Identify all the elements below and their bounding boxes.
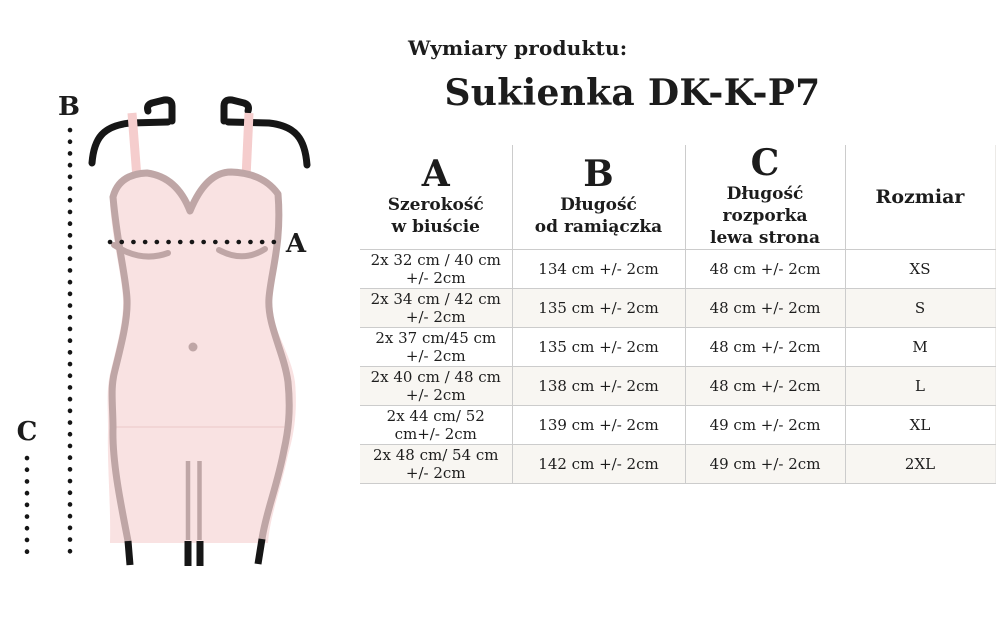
dress-straps <box>127 112 254 179</box>
cell-size: S <box>845 288 996 329</box>
cell-slit-length: 48 cm +/- 2cm <box>685 327 846 368</box>
cell-size: M <box>845 327 996 368</box>
hem-marks <box>124 538 266 566</box>
column-header-size: Rozmiar <box>845 145 996 251</box>
table-row: 2x 37 cm/45 cm +/- 2cm 135 cm +/- 2cm 48… <box>360 327 996 368</box>
right-cup-seam <box>216 246 268 260</box>
cell-slit-length: 48 cm +/- 2cm <box>685 288 846 329</box>
cell-size: XS <box>845 249 996 290</box>
dress-measurement-diagram: B C A <box>17 92 311 566</box>
cell-length: 134 cm +/- 2cm <box>512 249 686 290</box>
column-header-a: A Szerokość w biuście <box>360 145 513 251</box>
cell-length: 139 cm +/- 2cm <box>512 405 686 446</box>
cell-length: 135 cm +/- 2cm <box>512 288 686 329</box>
hanger-icon <box>88 96 311 169</box>
cell-bust-width: 2x 44 cm/ 52 cm+/- 2cm <box>360 405 513 446</box>
navel-dot <box>188 342 198 352</box>
cell-bust-width: 2x 32 cm / 40 cm +/- 2cm <box>360 249 513 290</box>
cell-slit-length: 48 cm +/- 2cm <box>685 249 846 290</box>
column-sublabel-a: Szerokość w biuście <box>387 194 484 237</box>
dress-outline <box>108 168 293 545</box>
measure-label-a: A <box>285 229 307 259</box>
column-letter-a: A <box>421 153 450 196</box>
cell-length: 142 cm +/- 2cm <box>512 444 686 485</box>
measure-label-c: C <box>17 417 38 447</box>
column-letter-c: C <box>750 145 780 184</box>
dress-slit-lines <box>185 461 202 540</box>
size-table: A Szerokość w biuście B Długość od ramią… <box>360 145 996 485</box>
cell-slit-length: 48 cm +/- 2cm <box>685 366 846 407</box>
table-row: 2x 34 cm / 42 cm +/- 2cm 135 cm +/- 2cm … <box>360 288 996 329</box>
left-cup-seam <box>111 242 171 260</box>
table-row: 2x 32 cm / 40 cm +/- 2cm 134 cm +/- 2cm … <box>360 249 996 290</box>
column-sublabel-c: Długość rozporka lewa strona <box>710 183 820 248</box>
cell-length: 135 cm +/- 2cm <box>512 327 686 368</box>
cell-bust-width: 2x 40 cm / 48 cm +/- 2cm <box>360 366 513 407</box>
column-label-size: Rozmiar <box>875 186 965 209</box>
cell-bust-width: 2x 37 cm/45 cm +/- 2cm <box>360 327 513 368</box>
cell-slit-length: 49 cm +/- 2cm <box>685 444 846 485</box>
cell-size: L <box>845 366 996 407</box>
header-row: A Szerokość w biuście B Długość od ramią… <box>360 145 996 251</box>
cell-size: 2XL <box>845 444 996 485</box>
product-title: Sukienka DK-K-P7 <box>444 72 821 114</box>
dress-body-fill <box>107 174 296 543</box>
cell-bust-width: 2x 34 cm / 42 cm +/- 2cm <box>360 288 513 329</box>
measure-label-b: B <box>58 92 80 122</box>
column-header-c: C Długość rozporka lewa strona <box>685 145 846 251</box>
table-row: 2x 48 cm/ 54 cm +/- 2cm 142 cm +/- 2cm 4… <box>360 444 996 485</box>
column-letter-b: B <box>583 153 614 196</box>
cell-length: 138 cm +/- 2cm <box>512 366 686 407</box>
table-row: 2x 44 cm/ 52 cm+/- 2cm 139 cm +/- 2cm 49… <box>360 405 996 446</box>
column-header-b: B Długość od ramiączka <box>512 145 686 251</box>
cell-bust-width: 2x 48 cm/ 54 cm +/- 2cm <box>360 444 513 485</box>
section-heading: Wymiary produktu: <box>408 36 628 60</box>
column-sublabel-b: Długość od ramiączka <box>534 194 663 237</box>
cell-slit-length: 49 cm +/- 2cm <box>685 405 846 446</box>
table-row: 2x 40 cm / 48 cm +/- 2cm 138 cm +/- 2cm … <box>360 366 996 407</box>
cell-size: XL <box>845 405 996 446</box>
